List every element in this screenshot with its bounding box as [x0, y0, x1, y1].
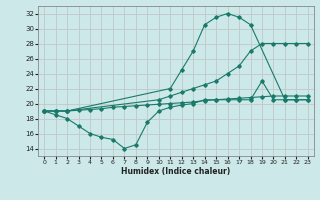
X-axis label: Humidex (Indice chaleur): Humidex (Indice chaleur): [121, 167, 231, 176]
